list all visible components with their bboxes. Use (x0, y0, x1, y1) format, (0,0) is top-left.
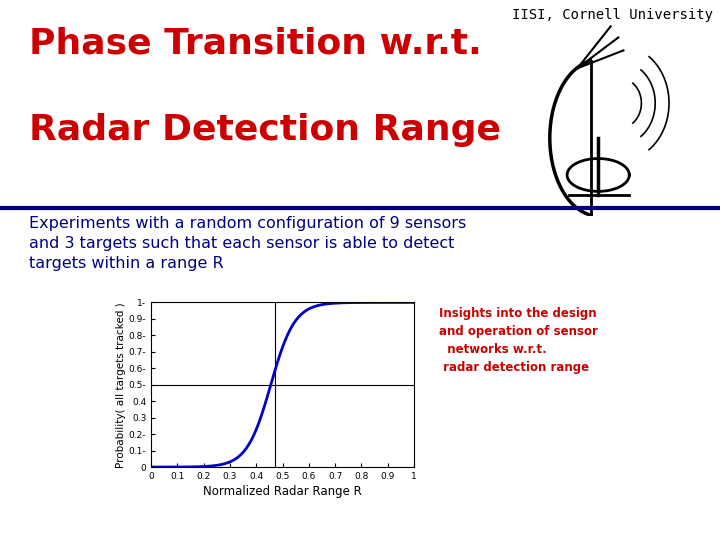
Text: Experiments with a random configuration of 9 sensors
and 3 targets such that eac: Experiments with a random configuration … (29, 216, 466, 271)
Text: IISI, Cornell University: IISI, Cornell University (512, 8, 713, 22)
Text: Insights into the design
and operation of sensor
  networks w.r.t.
 radar detect: Insights into the design and operation o… (439, 307, 598, 374)
Y-axis label: Probability( all targets tracked ): Probability( all targets tracked ) (116, 302, 126, 468)
Text: Phase Transition w.r.t.: Phase Transition w.r.t. (29, 27, 482, 61)
X-axis label: Normalized Radar Range R: Normalized Radar Range R (203, 485, 362, 498)
Text: Radar Detection Range: Radar Detection Range (29, 113, 501, 147)
